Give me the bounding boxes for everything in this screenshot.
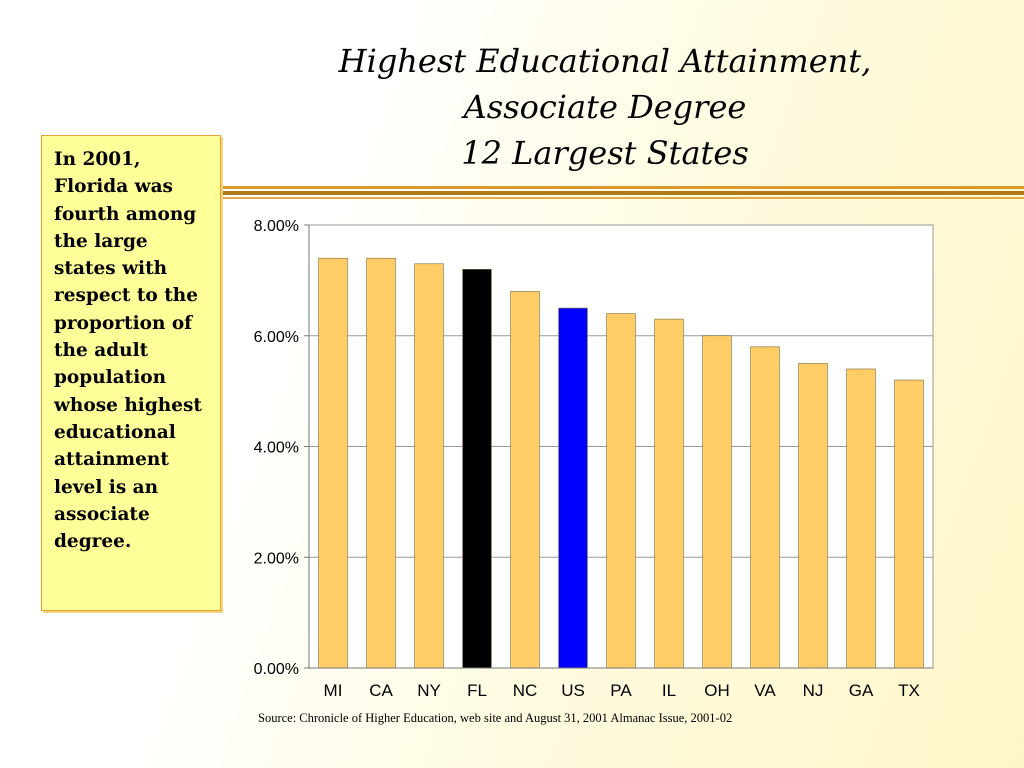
x-tick-label: OH [704, 681, 730, 700]
x-tick-label: IL [662, 681, 676, 700]
y-tick-label: 4.00% [254, 440, 299, 457]
x-tick-label: NY [417, 681, 441, 700]
y-tick-label: 0.00% [254, 661, 299, 678]
title-line-3: 12 Largest States [461, 134, 749, 172]
source-note: Source: Chronicle of Higher Education, w… [258, 711, 733, 725]
y-tick-label: 8.00% [254, 218, 299, 235]
bar-us [558, 307, 588, 669]
bar-ny [414, 263, 444, 669]
x-tick-label: GA [849, 681, 874, 700]
slide-title: Highest Educational Attainment, Associat… [250, 38, 960, 176]
summary-textbox: In 2001, Florida was fourth among the la… [41, 135, 221, 611]
y-tick-label: 2.00% [254, 550, 299, 567]
bar-tx [894, 379, 924, 669]
x-tick-label: FL [467, 681, 487, 700]
x-tick-label: TX [898, 681, 920, 700]
bar-ca [366, 257, 396, 669]
title-divider-rule [222, 186, 1024, 199]
x-tick-label: NJ [803, 681, 824, 700]
bar-il [654, 318, 684, 669]
bar-pa [606, 313, 636, 669]
x-tick-label: VA [754, 681, 776, 700]
bar-ga [846, 368, 876, 669]
x-tick-label: PA [610, 681, 632, 700]
bar-nc [510, 291, 540, 669]
title-line-1: Highest Educational Attainment, [338, 42, 872, 80]
bar-mi [318, 257, 348, 669]
x-tick-label: NC [513, 681, 538, 700]
title-line-2: Associate Degree [463, 88, 747, 126]
plot-area [308, 224, 934, 669]
x-tick-label: US [561, 681, 585, 700]
x-tick-label: CA [369, 681, 393, 700]
x-tick-label: MI [324, 681, 343, 700]
bar-va [750, 346, 780, 669]
bar-oh [702, 335, 732, 669]
y-tick-label: 6.00% [254, 329, 299, 346]
bar-nj [798, 363, 828, 669]
bar-fl [462, 268, 492, 669]
